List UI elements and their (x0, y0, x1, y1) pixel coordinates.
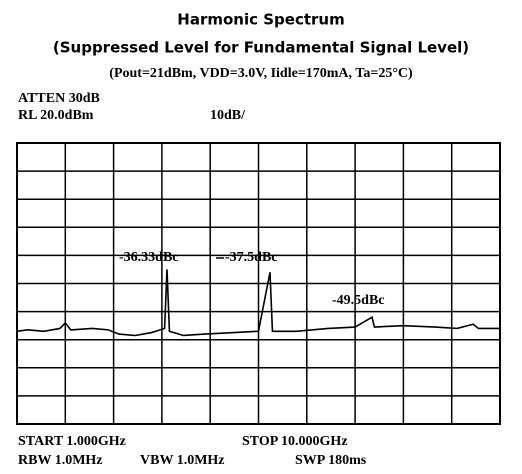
peak-label: -36.33dBc (119, 250, 179, 265)
sweep: SWP 180ms (295, 453, 367, 468)
conditions: (Pout=21dBm, VDD=3.0V, Iidle=170mA, Ta=2… (109, 66, 413, 81)
atten: ATTEN 30dB (18, 91, 100, 106)
start: START 1.000GHz (18, 434, 126, 449)
chart-subtitle: (Suppressed Level for Fundamental Signal… (53, 39, 469, 57)
ref-level: RL 20.0dBm (18, 108, 94, 123)
scale: 10dB/ (210, 108, 246, 123)
stop: STOP 10.000GHz (242, 434, 348, 449)
rbw: RBW 1.0MHz (18, 453, 103, 468)
chart-title: Harmonic Spectrum (177, 11, 344, 29)
trace (16, 269, 500, 337)
peak-label: -49.5dBc (332, 293, 385, 308)
peak-label: -37.5dBc (225, 250, 278, 265)
plot-frame (16, 142, 501, 425)
vbw: VBW 1.0MHz (140, 453, 225, 468)
